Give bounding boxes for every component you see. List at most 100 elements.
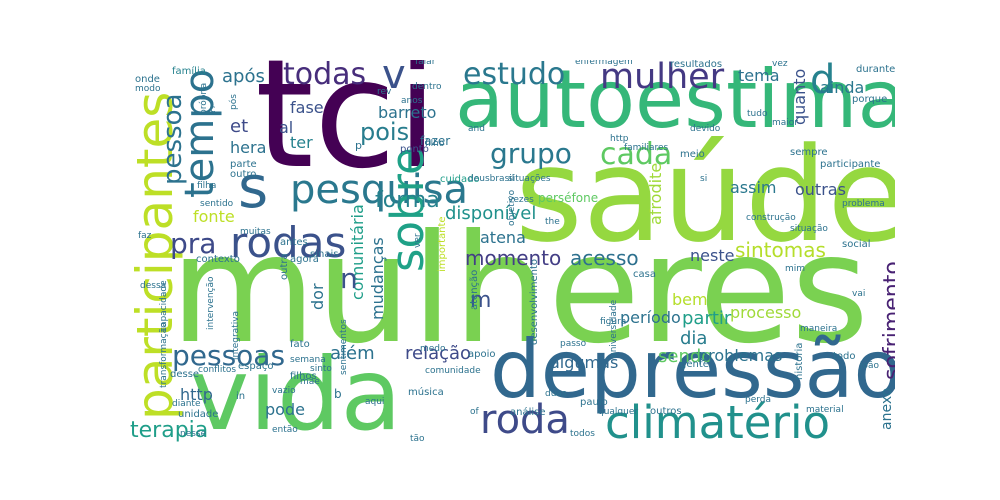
- word: anos: [401, 96, 423, 106]
- word: neste: [690, 246, 735, 265]
- word: porque: [852, 94, 888, 105]
- word: música: [408, 387, 444, 398]
- word: fato: [290, 339, 310, 350]
- word: espaço: [238, 361, 274, 372]
- word: vida: [190, 336, 402, 445]
- word: cuidado: [440, 174, 480, 185]
- word: vez: [772, 60, 788, 69]
- word: qualquer: [598, 407, 639, 417]
- word: contexto: [196, 254, 240, 265]
- word: período: [620, 308, 681, 327]
- word: al: [279, 118, 294, 137]
- word: sinto: [310, 364, 332, 374]
- word: grupo: [490, 137, 572, 170]
- word: tudo: [747, 109, 768, 119]
- word: todos: [570, 429, 595, 439]
- word: fase: [290, 98, 324, 117]
- word: s: [238, 153, 269, 221]
- word: b: [334, 387, 342, 401]
- word: dentro: [412, 82, 442, 92]
- word: processo: [730, 303, 802, 322]
- word: desenvolvimento: [529, 259, 540, 345]
- word: pesquisa: [290, 167, 469, 213]
- word: n: [340, 262, 358, 295]
- word: saúde: [515, 119, 895, 271]
- word: paulo: [580, 397, 608, 408]
- word: sentido: [200, 199, 234, 209]
- word: devido: [690, 124, 721, 134]
- word: meio: [680, 149, 705, 160]
- word: pós: [229, 94, 239, 110]
- word: depressão: [490, 323, 895, 416]
- word: mulher: [600, 60, 725, 97]
- word: enfermagem: [575, 60, 633, 67]
- word: autoestima: [455, 60, 895, 146]
- word: fazer: [420, 134, 451, 148]
- word: transformação: [159, 322, 169, 388]
- word: atena: [480, 228, 526, 247]
- word: além: [330, 343, 375, 364]
- word: ponto: [400, 144, 429, 155]
- word: ainda: [820, 78, 865, 97]
- word: hera: [230, 138, 267, 157]
- word: participante: [820, 159, 881, 170]
- word: durante: [856, 64, 895, 75]
- word: universidade: [609, 299, 619, 358]
- word: conflitos: [198, 365, 237, 375]
- word: material: [806, 405, 844, 415]
- word: momento: [465, 246, 562, 270]
- word: vazio: [272, 386, 296, 396]
- word: climatério: [605, 396, 831, 445]
- word: vezes: [508, 195, 534, 205]
- word: perda: [745, 395, 772, 405]
- word: passo: [560, 339, 587, 349]
- word: família: [172, 66, 206, 77]
- word: mim: [785, 264, 806, 274]
- word: todo: [833, 351, 856, 362]
- word: própria: [199, 82, 209, 115]
- word: agora: [290, 254, 319, 265]
- word: anexo: [879, 387, 895, 430]
- word: acesso: [570, 246, 639, 270]
- word: maior: [772, 118, 798, 128]
- word: nesse: [180, 429, 207, 439]
- word: filho: [425, 139, 445, 149]
- word: todas: [283, 60, 367, 92]
- word: mudanças: [368, 237, 387, 320]
- word: análise: [510, 407, 546, 418]
- word: faz: [138, 231, 152, 241]
- word: quanto: [790, 68, 809, 125]
- word: pode: [265, 400, 305, 419]
- word: tci: [255, 60, 438, 202]
- word: resultados: [670, 60, 723, 70]
- word: perséfone: [538, 191, 599, 205]
- word: situação: [790, 224, 828, 234]
- word: disponível: [445, 203, 537, 224]
- word: onde: [135, 74, 160, 85]
- word: problema: [842, 199, 885, 209]
- word: semana: [290, 355, 326, 365]
- word: afrodite: [646, 162, 665, 225]
- word: pessoa: [158, 93, 188, 185]
- word-cloud: mulheres saúde tci vida depressão autoestima c…: [125, 60, 895, 445]
- word: gente: [680, 359, 709, 370]
- word: in: [236, 391, 246, 402]
- word: mulheres: [170, 203, 870, 377]
- word: vai: [852, 289, 866, 299]
- word: sofrimento: [880, 261, 895, 380]
- word: rev: [377, 87, 392, 97]
- word: apoio: [468, 349, 496, 360]
- word: medo: [420, 344, 446, 354]
- word: problemas: [698, 346, 783, 365]
- word: antes: [280, 237, 308, 248]
- word: d: [810, 60, 836, 103]
- word: http: [610, 134, 629, 144]
- word: social: [842, 239, 871, 250]
- word: the: [545, 217, 560, 227]
- word: mãe: [300, 377, 320, 387]
- word: pra: [170, 227, 217, 260]
- word: joão: [860, 361, 880, 371]
- word: m: [470, 288, 492, 313]
- word: fonte: [193, 207, 235, 226]
- word: rodas: [230, 218, 347, 267]
